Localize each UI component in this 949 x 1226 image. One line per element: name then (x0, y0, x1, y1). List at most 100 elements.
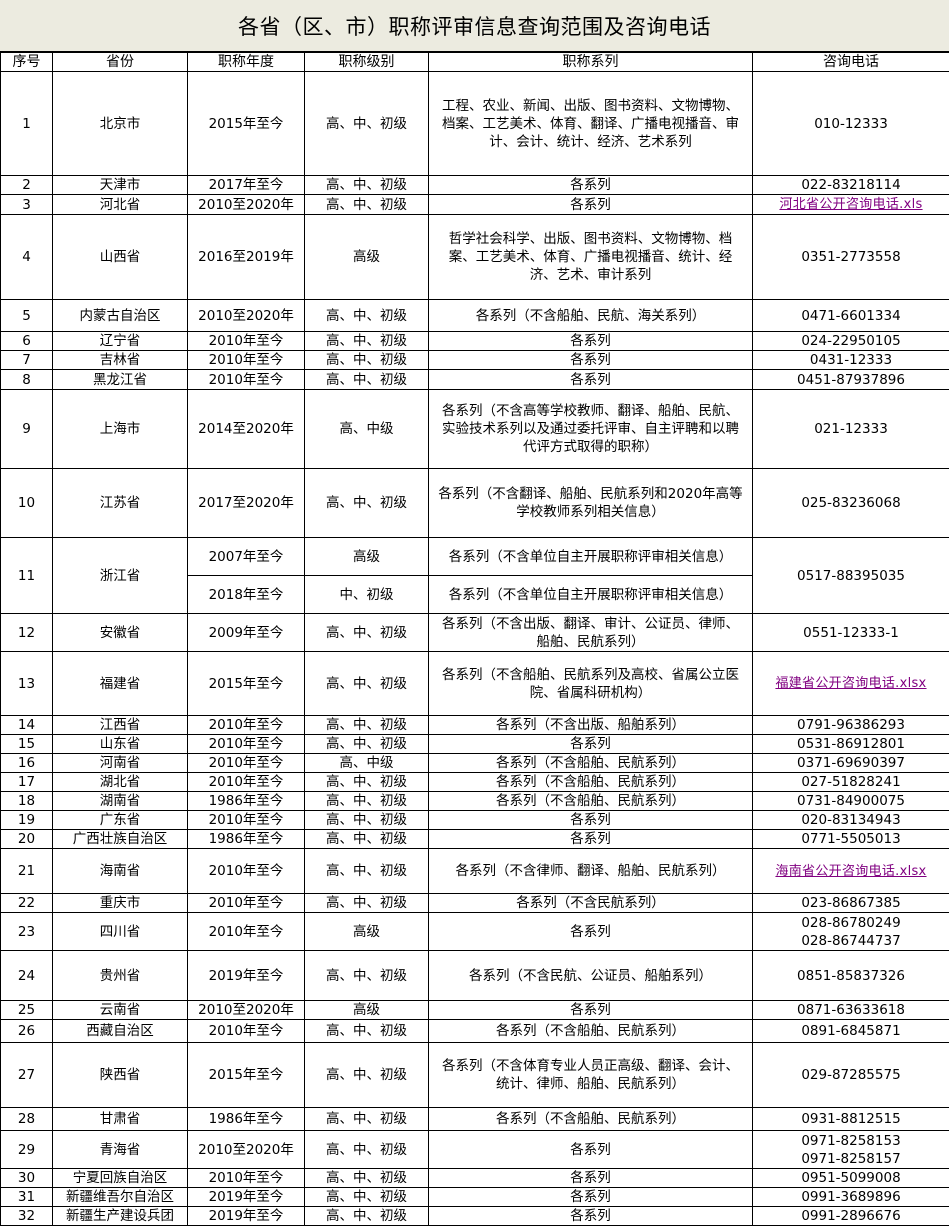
header-province: 省份 (53, 53, 188, 72)
province-cell: 广西壮族自治区 (53, 830, 188, 849)
phone-cell: 022-83218114 (753, 176, 949, 195)
years-cell: 2010年至今 (188, 1020, 305, 1043)
level-cell: 高、中、初级 (305, 811, 429, 830)
province-cell: 广东省 (53, 811, 188, 830)
province-cell: 内蒙古自治区 (53, 300, 188, 332)
province-cell: 陕西省 (53, 1043, 188, 1108)
level-cell: 高级 (305, 1001, 429, 1020)
province-cell: 青海省 (53, 1131, 188, 1169)
phone-cell: 027-51828241 (753, 773, 949, 792)
phone-cell: 0891-6845871 (753, 1020, 949, 1043)
level-cell: 高级 (305, 215, 429, 300)
phone-cell: 023-86867385 (753, 894, 949, 913)
page-title: 各省（区、市）职称评审信息查询范围及咨询电话 (0, 0, 949, 52)
phone-cell: 0871-63633618 (753, 1001, 949, 1020)
series-cell: 各系列（不含单位自主开展职称评审相关信息） (429, 538, 753, 576)
row-number: 29 (1, 1131, 53, 1169)
phone-file-link[interactable]: 海南省公开咨询电话.xlsx (775, 864, 926, 879)
phone-file-link[interactable]: 河北省公开咨询电话.xls (779, 197, 922, 212)
row-number: 8 (1, 370, 53, 390)
level-cell: 高、中、初级 (305, 716, 429, 735)
row-number: 7 (1, 351, 53, 370)
series-cell: 各系列 (429, 1131, 753, 1169)
years-cell: 2010至2020年 (188, 300, 305, 332)
years-cell: 2010年至今 (188, 894, 305, 913)
years-cell: 2010年至今 (188, 811, 305, 830)
province-cell: 北京市 (53, 72, 188, 176)
phone-cell: 0951-5099008 (753, 1169, 949, 1188)
row-number: 2 (1, 176, 53, 195)
series-cell: 各系列 (429, 370, 753, 390)
row-number: 25 (1, 1001, 53, 1020)
province-cell: 西藏自治区 (53, 1020, 188, 1043)
province-cell: 天津市 (53, 176, 188, 195)
province-cell: 山西省 (53, 215, 188, 300)
phone-cell: 020-83134943 (753, 811, 949, 830)
series-cell: 各系列（不含单位自主开展职称评审相关信息） (429, 576, 753, 614)
years-cell: 1986年至今 (188, 830, 305, 849)
province-cell: 黑龙江省 (53, 370, 188, 390)
header-row: 序号 省份 职称年度 职称级别 职称系列 咨询电话 (1, 53, 949, 72)
series-cell: 各系列（不含船舶、民航系列） (429, 1108, 753, 1131)
phone-cell: 0517-88395035 (753, 538, 949, 614)
series-cell: 各系列 (429, 811, 753, 830)
years-cell: 2015年至今 (188, 72, 305, 176)
series-cell: 各系列 (429, 1169, 753, 1188)
row-number: 22 (1, 894, 53, 913)
level-cell: 高、中、初级 (305, 195, 429, 215)
series-cell: 各系列 (429, 1188, 753, 1207)
level-cell: 高、中、初级 (305, 300, 429, 332)
province-cell: 甘肃省 (53, 1108, 188, 1131)
province-cell: 吉林省 (53, 351, 188, 370)
province-cell: 湖北省 (53, 773, 188, 792)
series-cell: 哲学社会科学、出版、图书资料、文物博物、档案、工艺美术、体育、广播电视播音、统计… (429, 215, 753, 300)
series-cell: 各系列（不含高等学校教师、翻译、船舶、民航、实验技术系列以及通过委托评审、自主评… (429, 390, 753, 469)
province-cell: 河北省 (53, 195, 188, 215)
row-number: 11 (1, 538, 53, 614)
years-cell: 2016至2019年 (188, 215, 305, 300)
header-series: 职称系列 (429, 53, 753, 72)
years-cell: 2010年至今 (188, 351, 305, 370)
years-cell: 2010年至今 (188, 913, 305, 951)
years-cell: 2017年至今 (188, 176, 305, 195)
years-cell: 1986年至今 (188, 1108, 305, 1131)
row-number: 14 (1, 716, 53, 735)
phone-cell: 0451-87937896 (753, 370, 949, 390)
province-cell: 江苏省 (53, 469, 188, 538)
province-cell: 宁夏回族自治区 (53, 1169, 188, 1188)
level-cell: 高、中、初级 (305, 1188, 429, 1207)
row-number: 21 (1, 849, 53, 894)
phone-file-link[interactable]: 福建省公开咨询电话.xlsx (775, 676, 926, 691)
years-cell: 2010年至今 (188, 716, 305, 735)
level-cell: 高、中、初级 (305, 894, 429, 913)
level-cell: 高、中、初级 (305, 792, 429, 811)
years-cell: 2017至2020年 (188, 469, 305, 538)
series-cell: 各系列（不含船舶、民航系列） (429, 773, 753, 792)
header-phone: 咨询电话 (753, 53, 949, 72)
header-years: 职称年度 (188, 53, 305, 72)
years-cell: 2009年至今 (188, 614, 305, 652)
province-cell: 安徽省 (53, 614, 188, 652)
series-cell: 各系列（不含翻译、船舶、民航系列和2020年高等学校教师系列相关信息） (429, 469, 753, 538)
years-cell: 2010年至今 (188, 773, 305, 792)
years-cell: 2010至2020年 (188, 1131, 305, 1169)
years-cell: 2010年至今 (188, 735, 305, 754)
row-number: 15 (1, 735, 53, 754)
header-no: 序号 (1, 53, 53, 72)
row-number: 30 (1, 1169, 53, 1188)
province-cell: 山东省 (53, 735, 188, 754)
